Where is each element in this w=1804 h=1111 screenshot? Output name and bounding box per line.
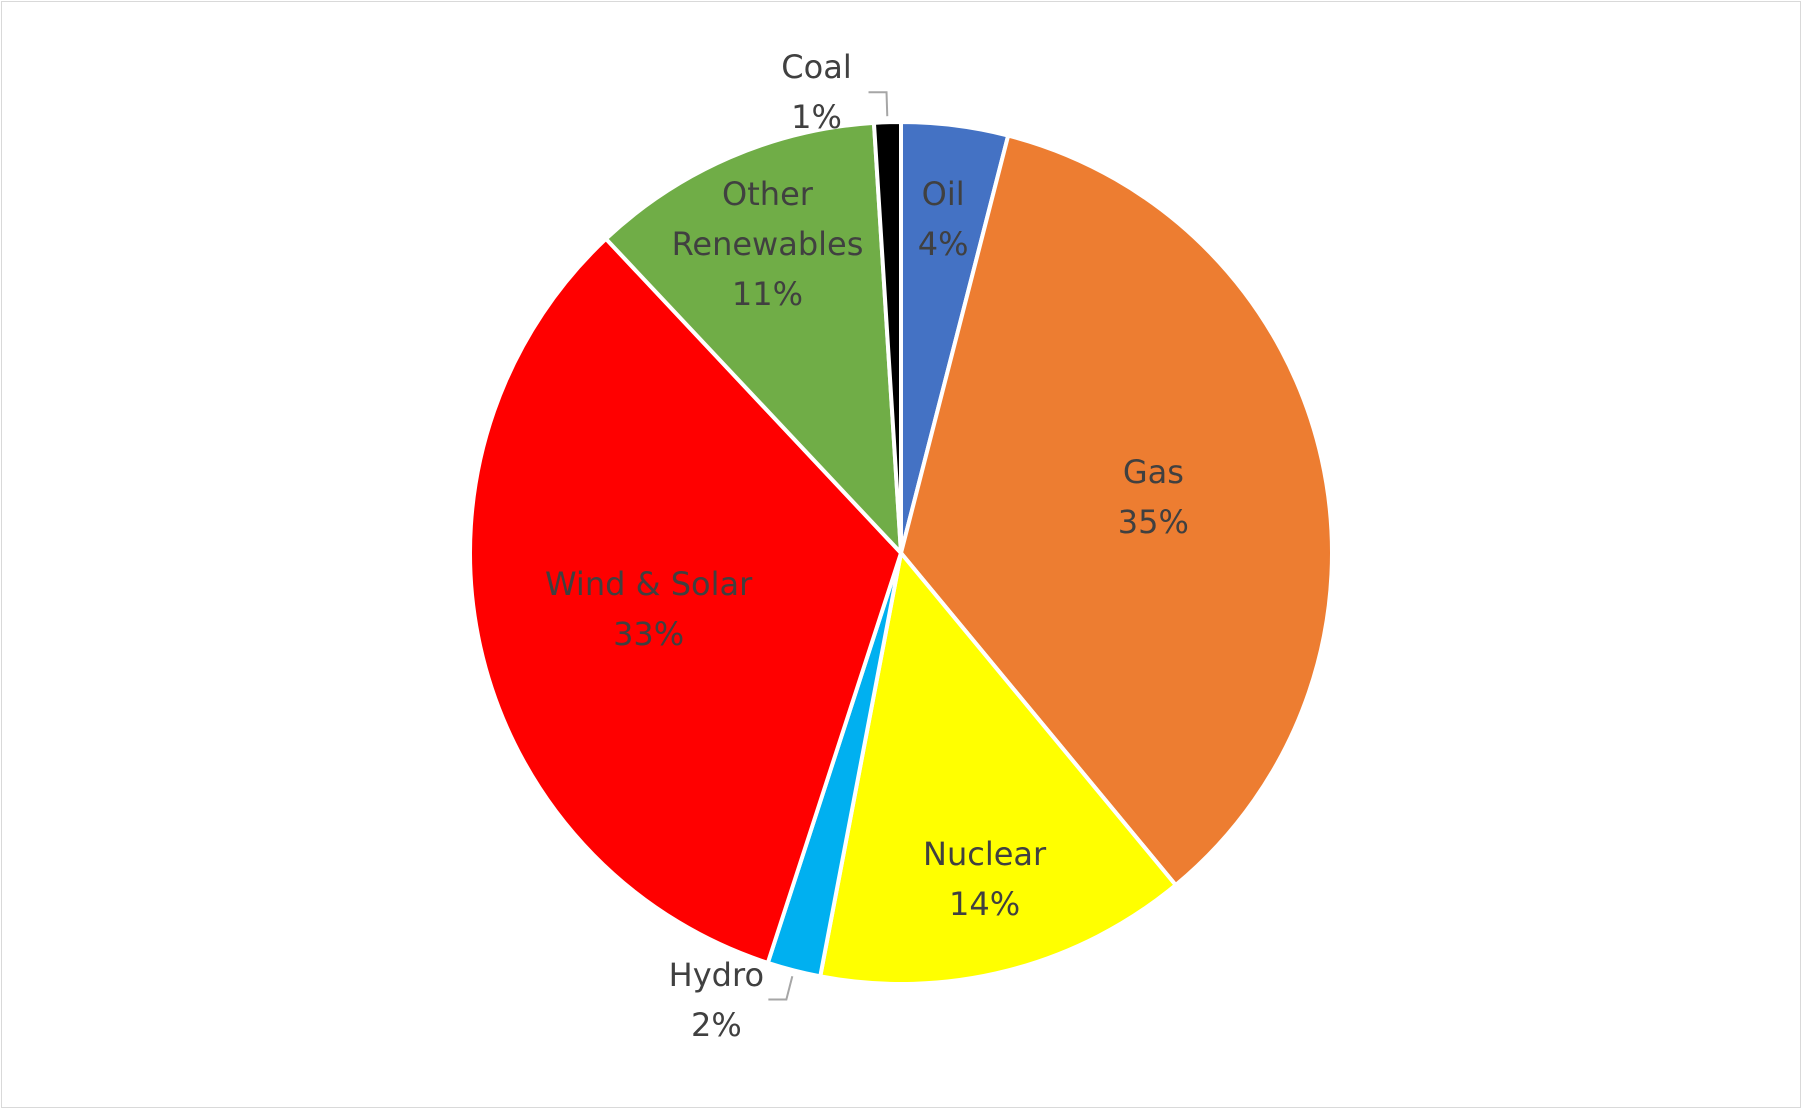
category-label: Nuclear xyxy=(923,834,1047,873)
data-label: Hydro 2% xyxy=(601,950,831,1050)
category-label: Wind & Solar xyxy=(544,565,753,604)
category-label: Coal xyxy=(781,48,852,87)
pie-slice xyxy=(817,548,1179,986)
pie-slice xyxy=(871,119,903,554)
pie-slice xyxy=(898,133,1335,888)
data-label: Oil 4% xyxy=(828,169,1058,269)
data-label: Other Renewables 11% xyxy=(652,169,882,319)
data-label: Gas 35% xyxy=(1038,447,1268,547)
leader-line xyxy=(768,976,794,1001)
value-label: 35% xyxy=(1117,502,1189,541)
pie-slice xyxy=(468,235,904,966)
category-label: Hydro xyxy=(668,955,765,994)
data-label: Nuclear 14% xyxy=(870,829,1100,929)
category-label: Gas xyxy=(1122,452,1184,491)
data-label: Coal 1% xyxy=(702,42,932,142)
value-label: 4% xyxy=(917,225,969,264)
data-label: Wind & Solar 33% xyxy=(534,559,764,659)
pie-slice xyxy=(603,120,904,559)
value-label: 14% xyxy=(949,884,1021,923)
leader-line xyxy=(868,91,889,117)
value-label: 11% xyxy=(731,275,804,314)
category-label: Oil xyxy=(921,175,965,214)
value-label: 2% xyxy=(690,1005,742,1044)
category-label: Other Renewables xyxy=(671,175,864,264)
value-label: 33% xyxy=(613,615,685,654)
value-label: 1% xyxy=(791,98,842,137)
